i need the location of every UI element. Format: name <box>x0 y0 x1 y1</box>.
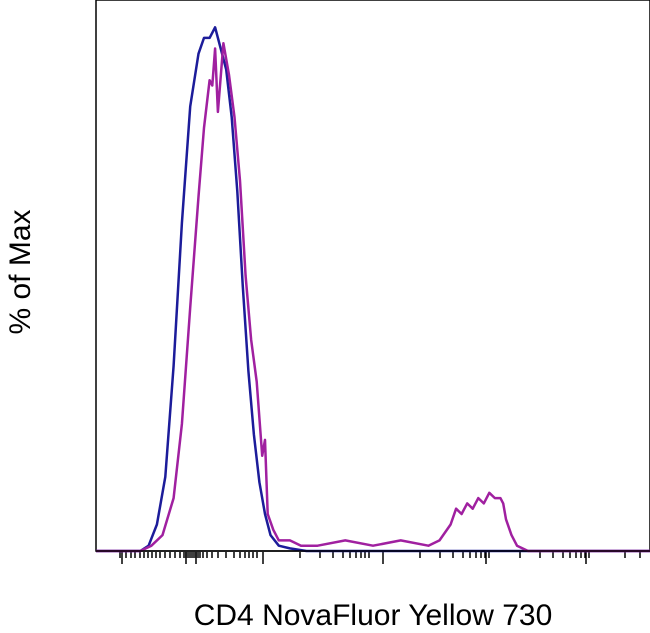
y-axis-label: % of Max <box>4 209 37 334</box>
x-axis-ticks <box>119 552 641 564</box>
series-line-1 <box>96 26 650 553</box>
series-layer <box>96 26 650 553</box>
series-line-2 <box>96 41 650 553</box>
x-axis-label: CD4 NovaFluor Yellow 730 <box>194 599 553 632</box>
